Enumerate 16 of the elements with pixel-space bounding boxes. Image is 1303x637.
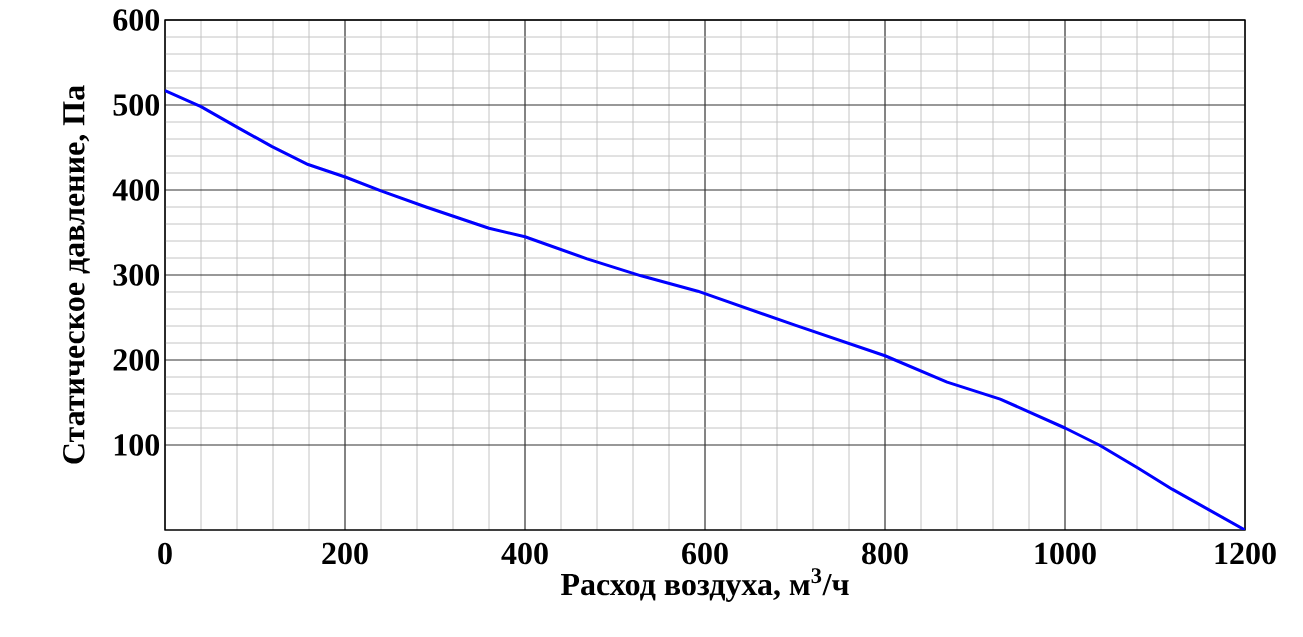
x-axis-title: Расход воздуха, м$^{3}$/ч xyxy=(561,568,849,602)
x-tick-label: 1000 xyxy=(1035,542,1096,565)
line-series xyxy=(165,89,1246,530)
x-tick-label: 600 xyxy=(682,542,728,565)
y-tick-label: 400 xyxy=(112,179,160,201)
x-tick-label: 1200 xyxy=(1215,542,1276,565)
x-tick-label: 200 xyxy=(322,542,368,565)
x-tick-label: 800 xyxy=(862,542,908,565)
y-tick-label: 200 xyxy=(113,349,160,371)
x-tick-label: 0 xyxy=(158,542,172,565)
y-tick-label: 500 xyxy=(113,94,160,116)
x-tick-label: 400 xyxy=(501,542,548,565)
y-tick-label: 600 xyxy=(113,9,160,31)
y-tick-label: 100 xyxy=(114,434,160,456)
y-tick-label: 300 xyxy=(113,264,160,286)
y-axis-title: Статическое давление, Па xyxy=(63,85,90,464)
